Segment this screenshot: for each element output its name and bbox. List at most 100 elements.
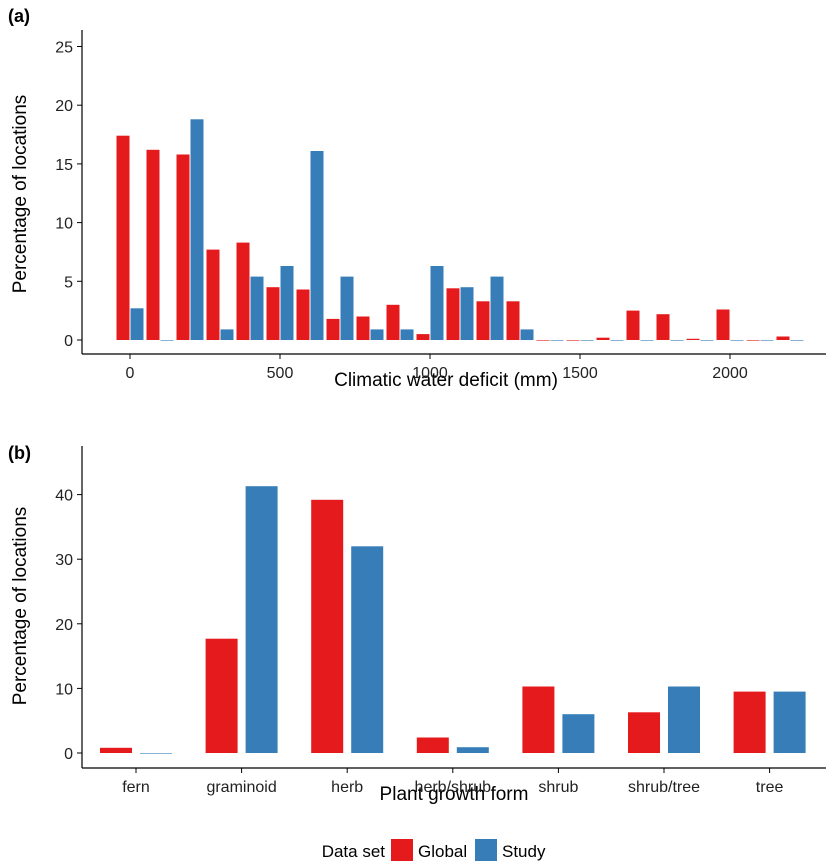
- panel-a-y-tick-label: 5: [64, 274, 73, 291]
- panel-a-bar-study-200: [190, 119, 204, 340]
- panel-b-bar-study-herb-shrub: [456, 747, 489, 753]
- panel-a-bar-global-1300: [506, 301, 520, 340]
- panel-a-bar-global-1400: [536, 340, 550, 341]
- panel-a-x-tick-label: 500: [267, 365, 294, 382]
- panel-a-bar-global-2000: [716, 309, 730, 340]
- panel-a-x-axis-title: Climatic water deficit (mm): [334, 370, 558, 391]
- panel-b-bar-study-shrub: [562, 714, 595, 753]
- panel-b-x-tick-label: herb: [331, 779, 363, 796]
- panel-a-bar-global-2100: [746, 340, 760, 341]
- panel-b-bar-global-shrub: [522, 686, 555, 753]
- legend: Data set Global Study: [322, 839, 546, 861]
- panel-a-bar-study-700: [340, 276, 354, 340]
- panel-a-x-tick-label: 1000: [412, 365, 448, 382]
- panel-a-x-tick-label: 1500: [562, 365, 598, 382]
- panel-b-bar-global-graminoid: [205, 638, 238, 753]
- panel-a-y-tick-label: 10: [55, 216, 73, 233]
- panel-a-bar-study-600: [310, 151, 324, 340]
- panel-b-y-tick-label: 30: [55, 552, 73, 569]
- panel-a-bar-global-700: [326, 318, 340, 340]
- panel-b-bar-study-fern: [140, 753, 172, 754]
- panel-b-bar-study-herb: [351, 546, 384, 753]
- panel-b-y-tick-label: 10: [55, 681, 73, 698]
- panel-a-bar-study-1200: [490, 276, 504, 340]
- panel-a-bar-study-2200: [790, 340, 804, 341]
- panel-a-y-axis-title: Percentage of locations: [10, 95, 31, 294]
- panel-a-bar-study-2100: [760, 340, 774, 341]
- panel-a-bar-global-600: [296, 289, 310, 340]
- panel-a-x-tick-label: 2000: [712, 365, 748, 382]
- panel-a-bar-global-2200: [776, 336, 790, 340]
- panel-a-ticks: 0 5 10 15 20 25 0 500 1000 1500 2000: [55, 40, 748, 383]
- panel-b-bar-global-shrub-tree: [628, 712, 660, 753]
- panel-b-ticks: fern graminoid herb herb/shrub shrub shrub/tr…: [55, 488, 783, 796]
- panel-a-y-tick-label: 20: [55, 98, 73, 115]
- panel-a-bar-global-1500: [566, 340, 580, 341]
- panel-b-bar-study-shrub-tree: [668, 686, 700, 753]
- panel-a-climatic-water-deficit: (a) Percentage of locations Climatic wat…: [8, 6, 826, 391]
- legend-swatch-study: [475, 839, 497, 861]
- panel-b-bar-study-tree: [773, 691, 806, 753]
- panel-a-bar-study-400: [250, 276, 264, 340]
- panel-a-bar-study-1100: [460, 287, 474, 340]
- panel-a-bar-global-100: [146, 149, 160, 340]
- panel-a-bar-study-1300: [520, 329, 534, 340]
- panel-a-x-tick-label: 0: [126, 365, 135, 382]
- panel-a-bar-study-300: [220, 329, 234, 340]
- legend-swatch-global: [391, 839, 413, 861]
- panel-a-bar-global-300: [206, 249, 220, 340]
- panel-a-bar-global-1700: [626, 310, 640, 340]
- panel-a-bar-global-1800: [656, 314, 670, 340]
- panel-b-bar-global-fern: [100, 747, 132, 753]
- panel-a-bar-global-400: [236, 242, 250, 340]
- panel-a-bar-global-1200: [476, 301, 490, 340]
- panel-b-x-tick-label: shrub: [538, 779, 578, 796]
- legend-title: Data set: [322, 842, 386, 861]
- panel-b-x-axis-title: Plant growth form: [380, 784, 529, 805]
- panel-a-bar-global-1100: [446, 288, 460, 340]
- panel-a-bars: [116, 119, 804, 341]
- panel-b-y-tick-label: 20: [55, 617, 73, 634]
- panel-a-bar-study-1400: [550, 340, 564, 341]
- panel-a-label: (a): [8, 6, 30, 26]
- panel-a-bar-global-1600: [596, 337, 610, 340]
- panel-b-y-tick-label: 40: [55, 488, 73, 505]
- panel-a-bar-global-900: [386, 304, 400, 340]
- panel-a-bar-study-1600: [610, 340, 624, 341]
- panel-b-bars: [100, 486, 806, 754]
- panel-b-label: (b): [8, 443, 31, 463]
- panel-a-y-tick-label: 0: [64, 333, 73, 350]
- panel-a-bar-study-500: [280, 266, 294, 340]
- panel-b-bar-global-tree: [733, 691, 766, 753]
- panel-a-bar-study-2000: [730, 340, 744, 341]
- panel-b-plant-growth-form: (b) Percentage of locations Plant growth…: [8, 443, 826, 805]
- panel-a-bar-global-500: [266, 287, 280, 340]
- panel-a-bar-study-0: [130, 308, 144, 340]
- panel-a-bar-global-800: [356, 316, 370, 340]
- panel-b-bar-study-graminoid: [245, 486, 278, 753]
- panel-a-bar-study-1800: [670, 340, 684, 341]
- panel-a-y-tick-label: 15: [55, 157, 73, 174]
- panel-a-bar-study-1700: [640, 340, 654, 341]
- panel-a-bar-global-1000: [416, 334, 430, 340]
- panel-a-bar-global-200: [176, 154, 190, 340]
- panel-a-bar-global-1900: [686, 338, 700, 340]
- panel-b-x-tick-label: shrub/tree: [628, 779, 700, 796]
- panel-b-x-tick-label: fern: [122, 779, 150, 796]
- panel-b-x-tick-label: herb/shrub: [415, 779, 492, 796]
- legend-label-study: Study: [502, 842, 546, 861]
- panel-a-bar-study-1000: [430, 266, 444, 340]
- panel-a-y-tick-label: 25: [55, 40, 73, 57]
- panel-b-x-tick-label: tree: [756, 779, 784, 796]
- panel-b-x-tick-label: graminoid: [206, 779, 276, 796]
- panel-b-y-axis-title: Percentage of locations: [10, 507, 31, 706]
- panel-b-y-tick-label: 0: [64, 746, 73, 763]
- panel-b-bar-global-herb: [311, 499, 344, 753]
- panel-a-bar-global-0: [116, 135, 130, 340]
- panel-a-bar-study-1900: [700, 340, 714, 341]
- panel-a-bar-study-800: [370, 329, 384, 340]
- panel-a-bar-study-100: [160, 340, 174, 341]
- panel-a-bar-study-1500: [580, 340, 594, 341]
- panel-a-bar-study-900: [400, 329, 414, 340]
